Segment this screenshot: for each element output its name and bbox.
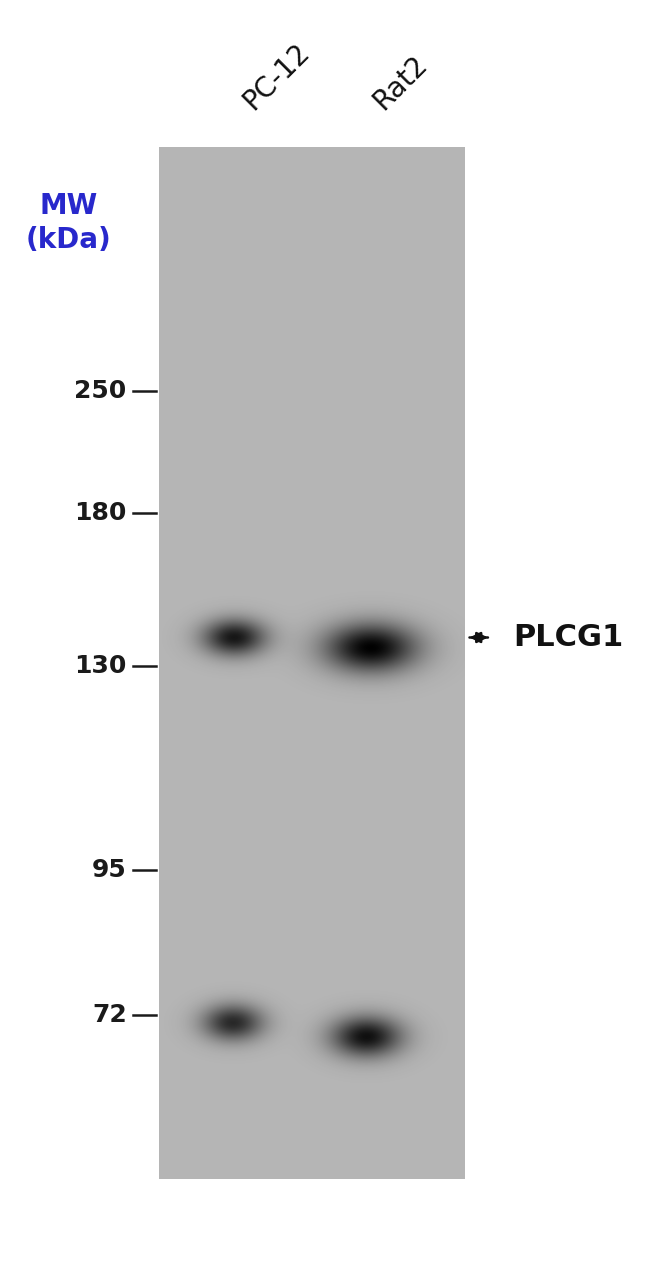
- Text: 130: 130: [74, 654, 127, 677]
- Text: 95: 95: [92, 858, 127, 881]
- Text: Rat2: Rat2: [367, 50, 432, 115]
- Text: PC-12: PC-12: [237, 37, 315, 115]
- Text: PLCG1: PLCG1: [514, 623, 624, 652]
- Text: 250: 250: [75, 380, 127, 403]
- Bar: [159, 147, 465, 1179]
- Text: MW
(kDa): MW (kDa): [25, 191, 111, 255]
- Text: 180: 180: [74, 501, 127, 524]
- Text: 72: 72: [92, 1003, 127, 1026]
